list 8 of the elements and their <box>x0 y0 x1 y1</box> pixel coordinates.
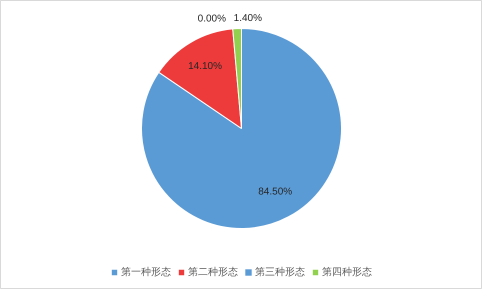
legend-label: 第四种形态 <box>322 266 372 279</box>
data-label: 14.10% <box>188 60 222 72</box>
text: 0.00% <box>198 13 226 24</box>
legend-label: 第三种形态 <box>255 266 305 279</box>
legend-label: 第一种形态 <box>121 266 171 279</box>
legend-label: 第二种形态 <box>188 266 238 279</box>
data-label: 84.50% <box>258 186 292 198</box>
data-label: 1.40% <box>234 13 262 24</box>
